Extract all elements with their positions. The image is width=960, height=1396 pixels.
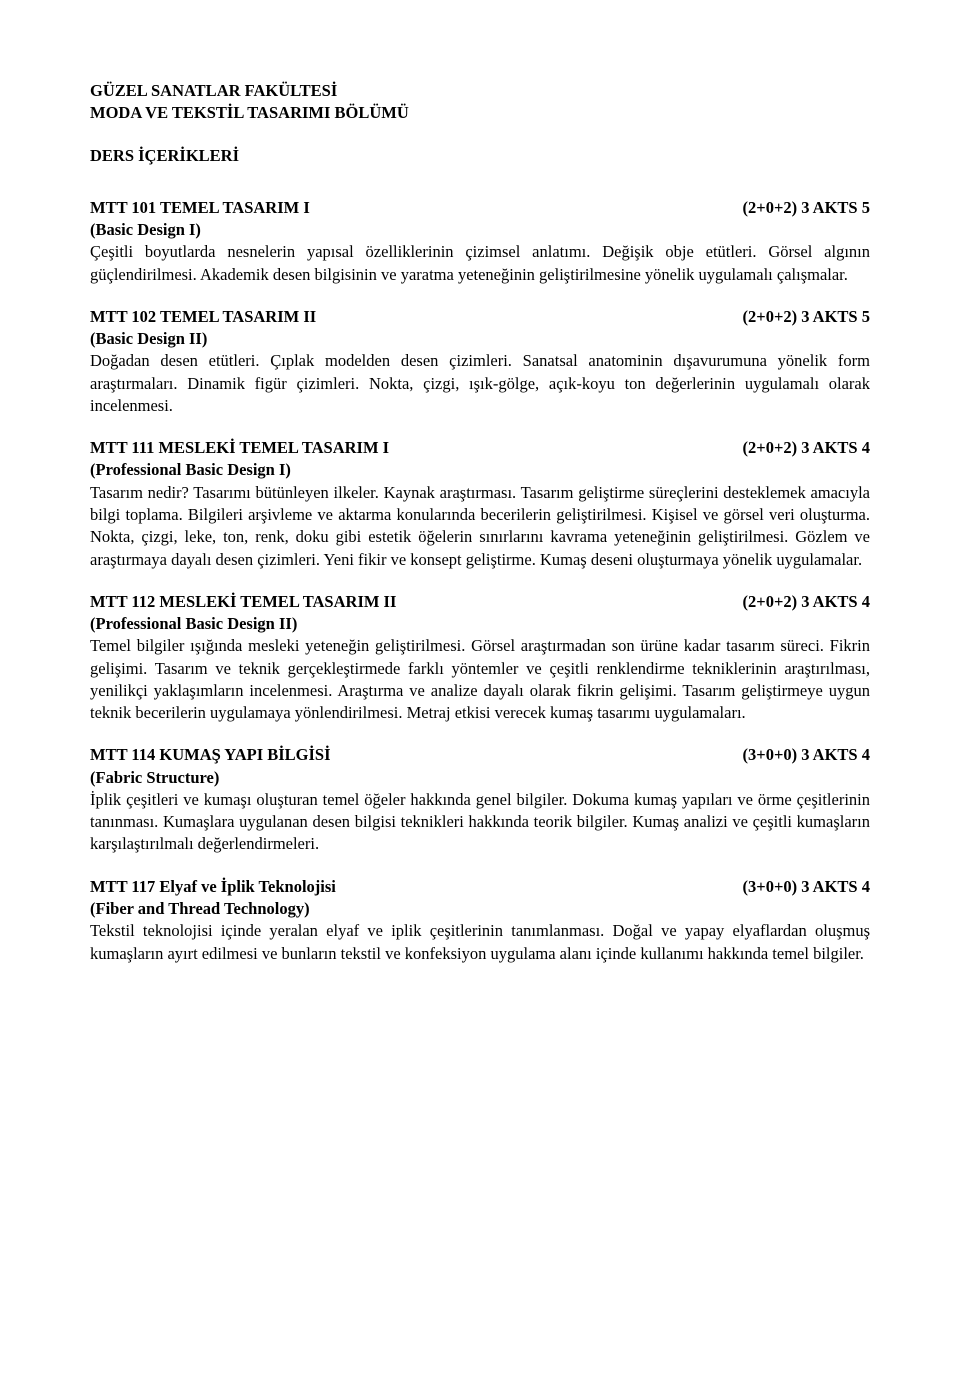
course-item: MTT 102 TEMEL TASARIM II (2+0+2) 3 AKTS … [90, 306, 870, 417]
course-title: MTT 117 Elyaf ve İplik Teknolojisi [90, 876, 336, 898]
course-item: MTT 101 TEMEL TASARIM I (2+0+2) 3 AKTS 5… [90, 197, 870, 286]
course-description: Doğadan desen etütleri. Çıplak modelden … [90, 351, 870, 415]
course-item: MTT 114 KUMAŞ YAPI BİLGİSİ (3+0+0) 3 AKT… [90, 744, 870, 855]
course-description: Tekstil teknolojisi içinde yeralan elyaf… [90, 921, 870, 962]
course-credits: (3+0+0) 3 AKTS 4 [713, 876, 870, 898]
course-subtitle: (Fiber and Thread Technology) [90, 898, 870, 920]
course-credits: (2+0+2) 3 AKTS 5 [713, 197, 870, 219]
page-title: DERS İÇERİKLERİ [90, 145, 870, 167]
department-title: MODA VE TEKSTİL TASARIMI BÖLÜMÜ [90, 102, 870, 124]
course-subtitle: (Professional Basic Design I) [90, 459, 870, 481]
course-subtitle: (Basic Design I) [90, 219, 870, 241]
course-title: MTT 112 MESLEKİ TEMEL TASARIM II [90, 591, 396, 613]
course-credits: (2+0+2) 3 AKTS 4 [713, 591, 870, 613]
course-description: Temel bilgiler ışığında mesleki yeteneği… [90, 636, 870, 722]
course-subtitle: (Professional Basic Design II) [90, 613, 870, 635]
course-credits: (2+0+2) 3 AKTS 5 [713, 306, 870, 328]
course-item: MTT 117 Elyaf ve İplik Teknolojisi (3+0+… [90, 876, 870, 965]
course-title: MTT 114 KUMAŞ YAPI BİLGİSİ [90, 744, 331, 766]
faculty-title: GÜZEL SANATLAR FAKÜLTESİ [90, 80, 870, 102]
course-title: MTT 101 TEMEL TASARIM I [90, 197, 310, 219]
course-credits: (3+0+0) 3 AKTS 4 [713, 744, 870, 766]
course-subtitle: (Basic Design II) [90, 328, 870, 350]
course-title: MTT 111 MESLEKİ TEMEL TASARIM I [90, 437, 389, 459]
course-description: İplik çeşitleri ve kumaşı oluşturan teme… [90, 790, 870, 854]
course-title: MTT 102 TEMEL TASARIM II [90, 306, 316, 328]
course-item: MTT 112 MESLEKİ TEMEL TASARIM II (2+0+2)… [90, 591, 870, 725]
course-description: Tasarım nedir? Tasarımı bütünleyen ilkel… [90, 483, 870, 569]
course-subtitle: (Fabric Structure) [90, 767, 870, 789]
course-description: Çeşitli boyutlarda nesnelerin yapısal öz… [90, 242, 870, 283]
course-credits: (2+0+2) 3 AKTS 4 [713, 437, 870, 459]
course-item: MTT 111 MESLEKİ TEMEL TASARIM I (2+0+2) … [90, 437, 870, 571]
